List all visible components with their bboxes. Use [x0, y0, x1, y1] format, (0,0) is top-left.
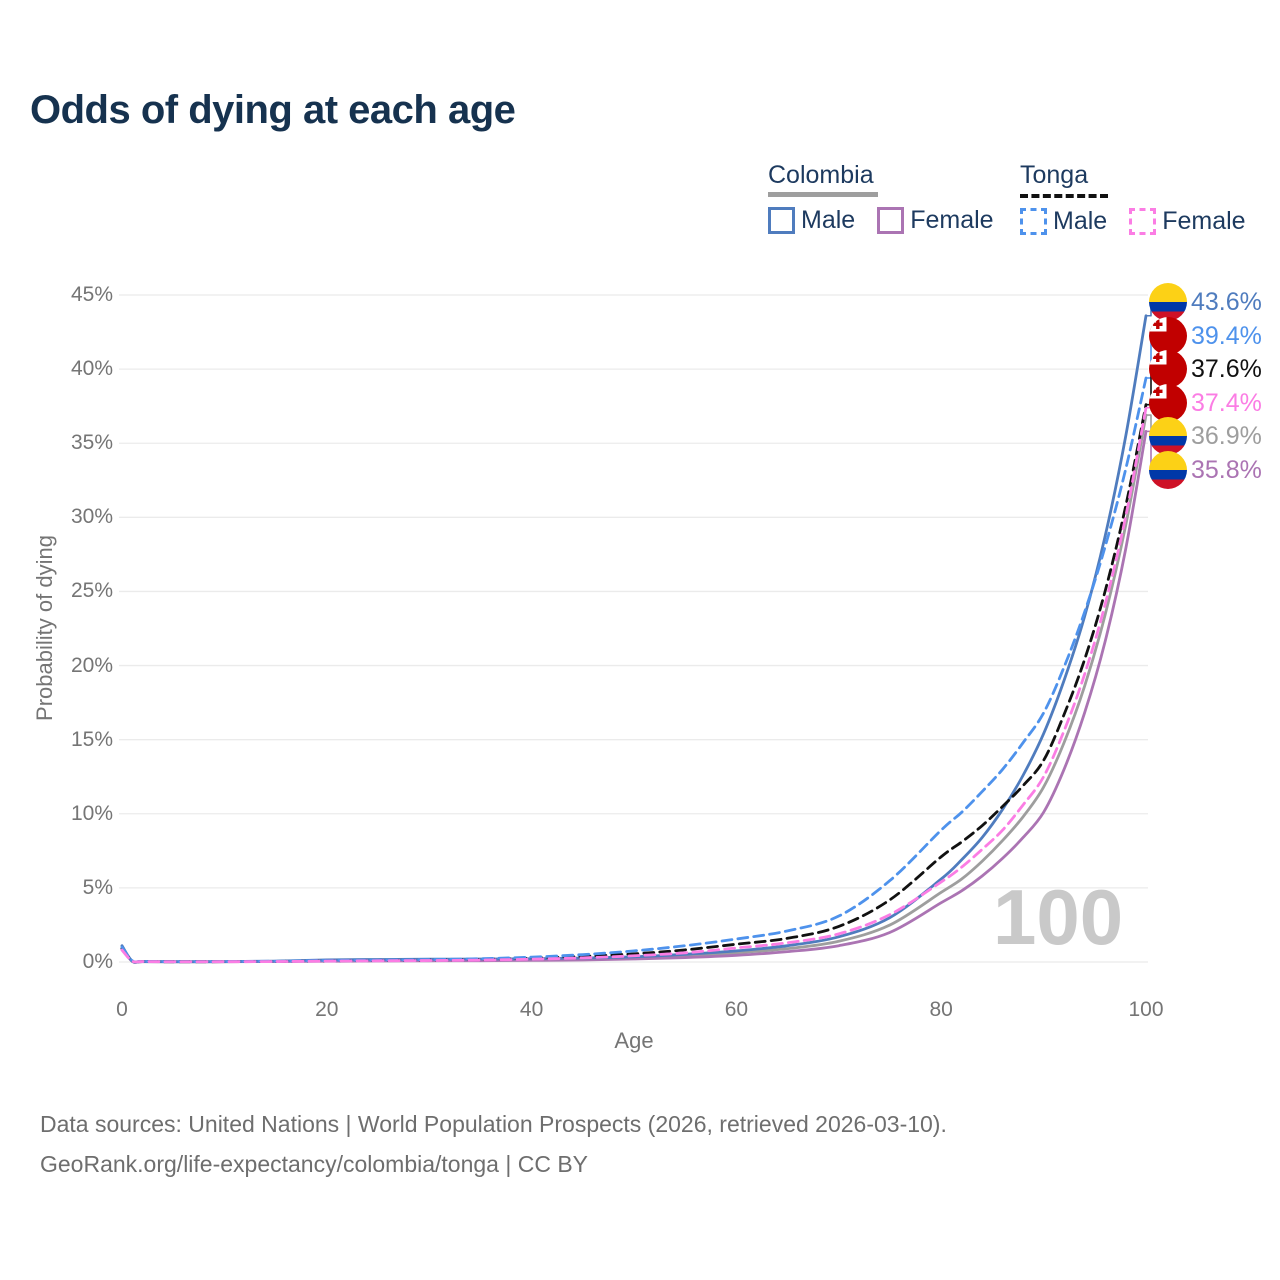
- end-label-colombia_both: 36.9%: [1149, 417, 1262, 456]
- y-tick-label: 20%: [70, 653, 113, 677]
- end-label-colombia_female: 35.8%: [1149, 451, 1262, 489]
- legend-label-colombia-male: Male: [801, 206, 856, 234]
- legend-tonga-row: Male Female: [1020, 208, 1268, 235]
- y-tick-label: 0%: [82, 950, 113, 973]
- footer: Data sources: United Nations | World Pop…: [40, 1104, 947, 1184]
- tonga-flag-icon: [1149, 383, 1187, 422]
- colombia-male-swatch-icon: [768, 207, 795, 234]
- legend-label-tonga-female: Female: [1162, 207, 1246, 235]
- y-tick-label: 10%: [70, 801, 113, 825]
- legend-item-tonga-female[interactable]: Female: [1129, 207, 1246, 235]
- x-tick-label: 100: [1128, 998, 1164, 1021]
- end-label-tonga_both: 37.6%: [1149, 350, 1262, 389]
- end-label-value: 39.4%: [1191, 321, 1262, 350]
- colombia-female-swatch-icon: [877, 207, 905, 234]
- y-tick-label: 25%: [70, 579, 113, 603]
- tonga-female-swatch-icon: [1129, 208, 1157, 235]
- y-tick-label: 5%: [82, 875, 113, 899]
- end-label-value: 43.6%: [1191, 288, 1262, 316]
- age-watermark: 100: [993, 873, 1124, 961]
- x-tick-label: 40: [519, 998, 544, 1021]
- y-tick-label: 35%: [70, 431, 113, 455]
- legend-item-tonga-male[interactable]: Male: [1020, 208, 1107, 235]
- legend-item-colombia-male[interactable]: Male: [768, 207, 855, 234]
- footer-sources: Data sources: United Nations | World Pop…: [40, 1111, 947, 1137]
- end-label-value: 36.9%: [1191, 422, 1262, 451]
- tonga-flag-icon: [1149, 316, 1187, 355]
- legend-tonga-title: Tonga: [1020, 161, 1089, 189]
- end-label-value: 35.8%: [1191, 456, 1262, 484]
- colombia-flag-icon: [1149, 283, 1187, 321]
- end-label-tonga_female: 37.4%: [1149, 383, 1262, 422]
- y-tick-label: 30%: [70, 505, 113, 529]
- y-tick-label: 40%: [70, 357, 113, 381]
- x-tick-label: 20: [315, 998, 339, 1021]
- legend-group-colombia: Colombia Male Female: [768, 162, 1016, 234]
- end-label-value: 37.6%: [1191, 355, 1262, 384]
- legend-tonga-underline: [1020, 194, 1108, 198]
- legend-item-colombia-female[interactable]: Female: [877, 206, 994, 234]
- y-axis-title: Probability of dying: [32, 535, 57, 721]
- legend-group-tonga: Tonga Male Female: [1020, 162, 1268, 235]
- colombia-flag-icon: [1149, 451, 1187, 489]
- tonga-flag-icon: [1149, 350, 1187, 389]
- y-tick-label: 15%: [70, 727, 113, 751]
- y-tick-label: 45%: [70, 283, 113, 306]
- legend-label-colombia-female: Female: [910, 206, 994, 234]
- tonga-male-swatch-icon: [1020, 208, 1047, 235]
- colombia-flag-icon: [1149, 417, 1187, 456]
- x-tick-label: 0: [116, 998, 128, 1021]
- end-label-tonga_male: 39.4%: [1149, 316, 1262, 355]
- series-line-colombia_male: [120, 314, 1148, 964]
- legend-colombia-title: Colombia: [768, 161, 874, 189]
- series-line-tonga_female: [120, 406, 1148, 964]
- footer-link: GeoRank.org/life-expectancy/colombia/ton…: [40, 1151, 589, 1177]
- x-axis-title: Age: [614, 1028, 654, 1053]
- x-tick-label: 60: [724, 998, 749, 1021]
- page-title: Odds of dying at each age: [30, 88, 516, 132]
- legend-label-tonga-male: Male: [1053, 207, 1108, 235]
- x-tick-label: 80: [929, 998, 953, 1021]
- end-label-value: 37.4%: [1191, 388, 1262, 417]
- legend-colombia-underline: [768, 192, 878, 197]
- legend-colombia-row: Male Female: [768, 207, 1016, 234]
- end-label-colombia_male: 43.6%: [1149, 283, 1262, 321]
